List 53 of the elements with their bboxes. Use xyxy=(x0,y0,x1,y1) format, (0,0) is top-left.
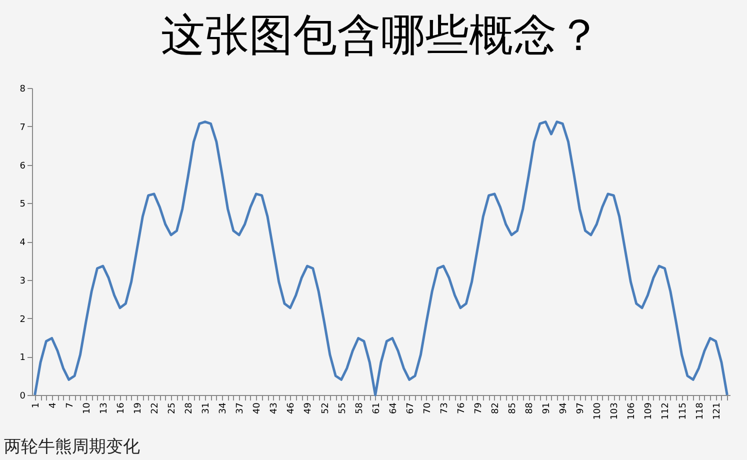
x-tick-label: 40 xyxy=(252,402,263,414)
x-tick-label: 13 xyxy=(99,402,110,414)
x-tick-label: 67 xyxy=(406,402,416,414)
x-tick-label: 55 xyxy=(338,402,348,414)
x-tick-label: 58 xyxy=(354,402,365,414)
x-tick-label: 64 xyxy=(388,402,399,414)
x-tick-label: 10 xyxy=(82,402,92,414)
chart-title: 这张图包含哪些概念？ xyxy=(161,10,601,61)
x-tick-label: 61 xyxy=(372,402,382,414)
x-tick-label: 121 xyxy=(712,402,722,420)
x-tick-label: 115 xyxy=(678,402,688,420)
x-tick-label: 31 xyxy=(202,402,212,414)
x-tick-label: 85 xyxy=(508,402,518,414)
x-tick-label: 22 xyxy=(150,402,161,414)
x-tick-label: 106 xyxy=(627,402,638,420)
x-tick-label: 19 xyxy=(133,402,144,414)
y-tick-label: 1 xyxy=(20,353,26,364)
x-tick-label: 49 xyxy=(304,402,314,414)
x-tick-label: 1 xyxy=(31,402,42,408)
x-tick-label: 70 xyxy=(422,402,433,414)
y-tick-label: 8 xyxy=(20,84,26,94)
x-tick-label: 4 xyxy=(48,402,58,408)
x-tick-label: 73 xyxy=(440,402,450,414)
x-tick-label: 118 xyxy=(695,402,706,420)
text: 两轮牛熊周期变化 xyxy=(4,437,140,457)
x-tick-label: 28 xyxy=(184,402,195,414)
x-tick-label: 88 xyxy=(525,402,536,414)
x-tick-label: 34 xyxy=(218,402,229,414)
x-tick-label: 103 xyxy=(610,402,620,420)
x-tick-label: 91 xyxy=(542,402,552,414)
y-tick-label: 7 xyxy=(20,122,26,133)
x-tick-label: 7 xyxy=(65,402,76,408)
y-tick-label: 6 xyxy=(20,161,26,172)
x-tick-label: 112 xyxy=(661,402,672,420)
x-tick-label: 37 xyxy=(236,402,246,414)
x-tick-label: 43 xyxy=(270,402,280,414)
y-tick-label: 3 xyxy=(20,276,26,286)
x-tick-label: 97 xyxy=(576,402,586,414)
y-tick-label: 2 xyxy=(20,314,26,325)
x-tick-label: 16 xyxy=(116,402,126,414)
x-tick-label: 46 xyxy=(286,402,297,414)
x-tick-label: 94 xyxy=(559,402,570,414)
x-tick-label: 79 xyxy=(474,402,484,414)
x-tick-label: 82 xyxy=(490,402,501,414)
x-tick-label: 109 xyxy=(644,402,654,420)
x-tick-label: 52 xyxy=(320,402,331,414)
x-tick-label: 76 xyxy=(456,402,467,414)
y-tick-label: 0 xyxy=(20,392,26,402)
y-tick-label: 5 xyxy=(20,200,26,210)
x-tick-label: 100 xyxy=(593,402,604,420)
y-tick-label: 4 xyxy=(20,238,26,248)
line-series xyxy=(34,120,728,396)
x-tick-label: 25 xyxy=(168,402,178,414)
